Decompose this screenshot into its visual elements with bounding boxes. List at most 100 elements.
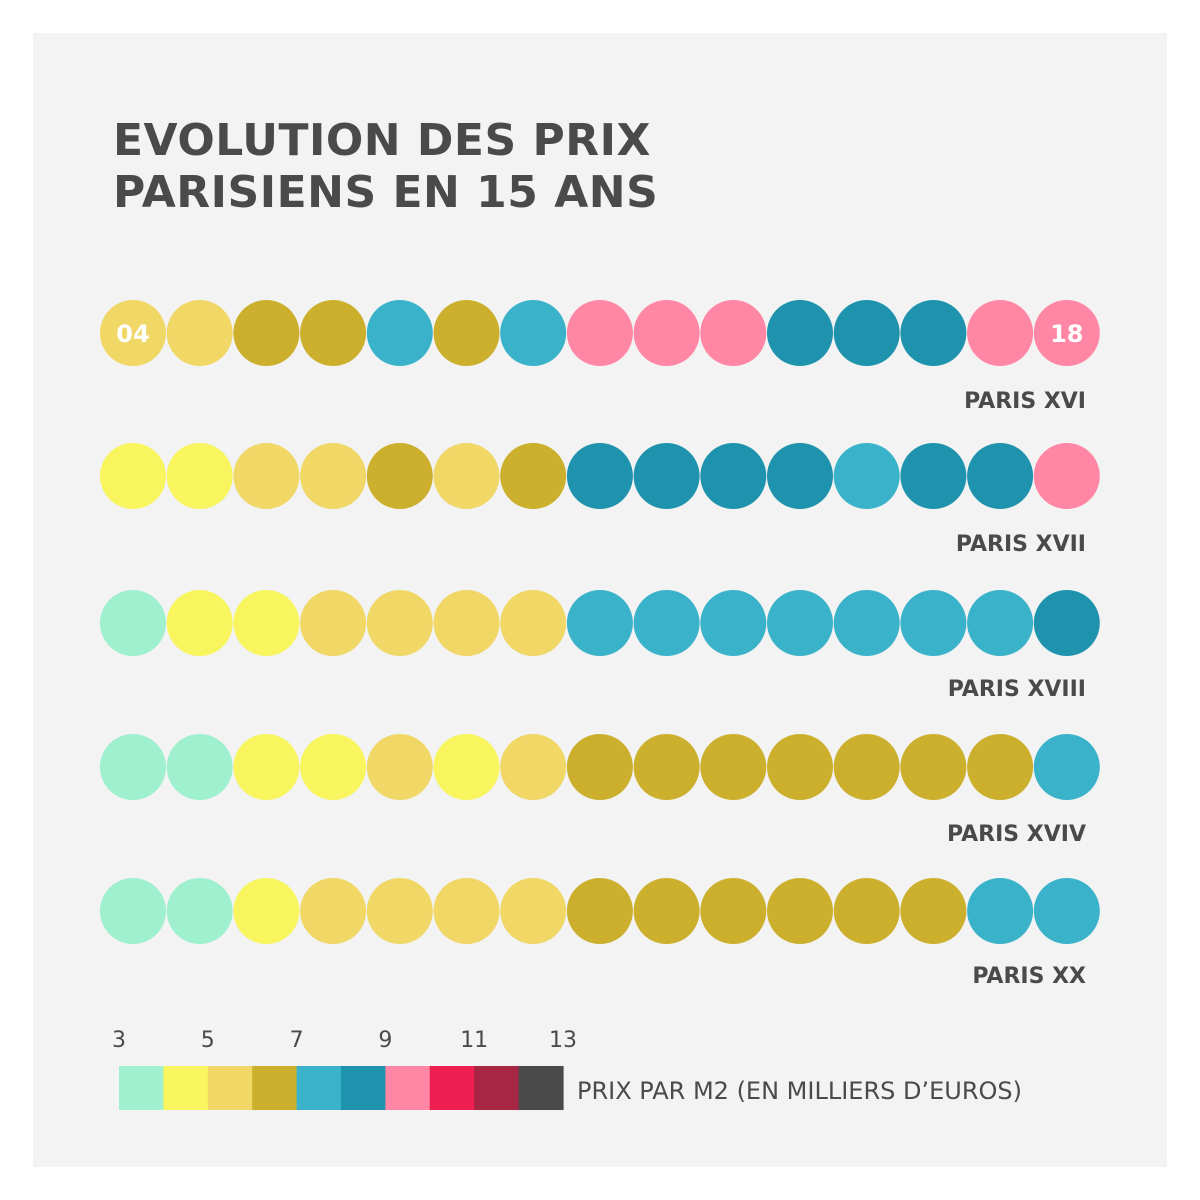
dot bbox=[633, 734, 700, 800]
dot bbox=[700, 734, 767, 800]
dot bbox=[366, 590, 433, 656]
legend-ticks: 3 5 7 9 11 13 bbox=[112, 1028, 577, 1053]
dot bbox=[300, 734, 367, 800]
dot bbox=[500, 443, 567, 509]
dot bbox=[300, 590, 367, 656]
dot bbox=[500, 300, 567, 366]
legend-swatch bbox=[119, 1066, 164, 1110]
dot bbox=[833, 734, 900, 800]
dot bbox=[500, 878, 567, 944]
dot bbox=[967, 878, 1034, 944]
row-2: PARIS XVII bbox=[100, 443, 1100, 557]
dot bbox=[233, 443, 300, 509]
dot bbox=[700, 878, 767, 944]
dot bbox=[967, 443, 1034, 509]
chart-title-line-1: EVOLUTION DES PRIX bbox=[113, 115, 651, 166]
legend-tick-label: 9 bbox=[378, 1028, 392, 1053]
legend-swatch bbox=[252, 1066, 298, 1110]
row-4: PARIS XVIV bbox=[100, 734, 1100, 847]
dot bbox=[566, 878, 633, 944]
dot bbox=[166, 300, 233, 366]
dot bbox=[967, 590, 1034, 656]
dot bbox=[633, 878, 700, 944]
dot bbox=[900, 443, 967, 509]
dot bbox=[233, 590, 300, 656]
dot bbox=[700, 300, 767, 366]
legend-tick-label: 13 bbox=[549, 1028, 577, 1053]
dot bbox=[300, 300, 367, 366]
dot bbox=[700, 443, 767, 509]
dot bbox=[833, 300, 900, 366]
dot bbox=[366, 734, 433, 800]
legend-swatch bbox=[296, 1066, 342, 1110]
dot bbox=[433, 590, 500, 656]
legend-tick-label: 3 bbox=[112, 1028, 126, 1053]
dot bbox=[433, 300, 500, 366]
dot bbox=[100, 878, 166, 944]
dot bbox=[767, 590, 833, 656]
row-label: PARIS XVIV bbox=[947, 822, 1086, 847]
dot bbox=[633, 300, 700, 366]
row-5: PARIS XX bbox=[100, 878, 1100, 989]
dot bbox=[433, 443, 500, 509]
legend-swatch bbox=[474, 1066, 520, 1110]
dot bbox=[1033, 878, 1100, 944]
dot bbox=[166, 590, 233, 656]
dot bbox=[366, 443, 433, 509]
dot bbox=[633, 443, 700, 509]
legend-swatch bbox=[207, 1066, 253, 1110]
dot bbox=[767, 878, 833, 944]
dot bbox=[100, 443, 166, 509]
dot bbox=[1033, 734, 1100, 800]
dot bbox=[900, 878, 967, 944]
year-end-label: 18 bbox=[1050, 320, 1083, 348]
dot-rows: PARIS XVI PARIS XVII PARIS XVIII PARIS XVIV… bbox=[100, 300, 1100, 989]
row-1: PARIS XVI bbox=[100, 300, 1100, 414]
dot bbox=[967, 300, 1034, 366]
row-3: PARIS XVIII bbox=[100, 590, 1100, 702]
dot bbox=[300, 878, 367, 944]
dot bbox=[833, 878, 900, 944]
legend-tick-label: 11 bbox=[460, 1028, 488, 1053]
dot bbox=[633, 590, 700, 656]
legend: 3 5 7 9 11 13 PRIX PAR M2 (EN MILLIERS D’EURO… bbox=[112, 1028, 1022, 1110]
dot bbox=[100, 734, 166, 800]
dot bbox=[700, 590, 767, 656]
dot bbox=[500, 734, 567, 800]
dot bbox=[166, 734, 233, 800]
legend-title: PRIX PAR M2 (EN MILLIERS D’EUROS) bbox=[577, 1077, 1022, 1105]
chart-title-line-2: PARISIENS EN 15 ANS bbox=[113, 167, 658, 218]
dot bbox=[566, 590, 633, 656]
dot bbox=[166, 443, 233, 509]
dot bbox=[300, 443, 367, 509]
dot bbox=[166, 878, 233, 944]
dot bbox=[233, 734, 300, 800]
dot bbox=[100, 300, 166, 366]
dot bbox=[1033, 590, 1100, 656]
year-start-label: 04 bbox=[116, 320, 149, 348]
dot bbox=[833, 443, 900, 509]
dot bbox=[967, 734, 1034, 800]
dot bbox=[100, 590, 166, 656]
dot bbox=[366, 300, 433, 366]
dot bbox=[1033, 300, 1100, 366]
dot bbox=[900, 590, 967, 656]
legend-swatch bbox=[385, 1066, 431, 1110]
dot bbox=[566, 734, 633, 800]
dot bbox=[233, 878, 300, 944]
legend-tick-label: 5 bbox=[201, 1028, 215, 1053]
dot bbox=[233, 300, 300, 366]
dot bbox=[433, 878, 500, 944]
row-label: PARIS XX bbox=[972, 964, 1086, 989]
dot bbox=[1033, 443, 1100, 509]
dot bbox=[767, 734, 833, 800]
dot bbox=[566, 443, 633, 509]
dot bbox=[767, 300, 833, 366]
dot bbox=[566, 300, 633, 366]
dot bbox=[433, 734, 500, 800]
legend-swatch bbox=[429, 1066, 475, 1110]
dot bbox=[500, 590, 567, 656]
dot bbox=[767, 443, 833, 509]
dot bbox=[900, 734, 967, 800]
